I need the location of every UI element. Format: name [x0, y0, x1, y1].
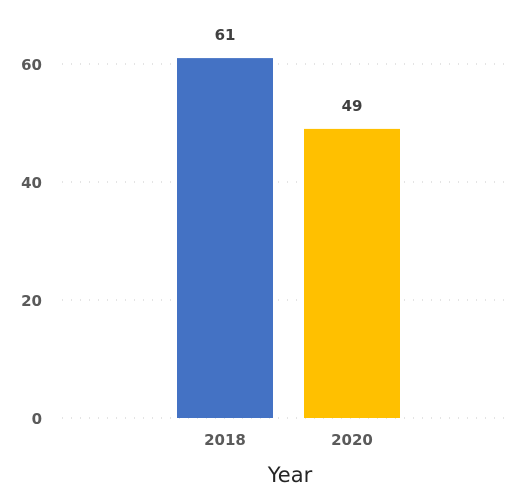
data-label-2018: 61 [215, 26, 236, 44]
y-axis-ticks: 0 20 40 60 [21, 56, 42, 428]
bar-2020 [304, 128, 400, 418]
y-tick-label-60: 60 [21, 56, 42, 74]
x-axis-ticks: 2018 2020 [204, 431, 373, 449]
data-labels: 61 49 [215, 26, 363, 115]
data-label-2020: 49 [342, 97, 363, 115]
x-tick-label-2018: 2018 [204, 431, 246, 449]
y-tick-label-20: 20 [21, 292, 42, 310]
x-axis-title: Year [267, 463, 313, 487]
x-tick-label-2020: 2020 [331, 431, 373, 449]
gridlines [62, 63, 505, 419]
y-tick-label-40: 40 [21, 174, 42, 192]
bar-2018 [177, 58, 273, 418]
y-tick-label-0: 0 [32, 410, 42, 428]
bars [177, 58, 400, 418]
